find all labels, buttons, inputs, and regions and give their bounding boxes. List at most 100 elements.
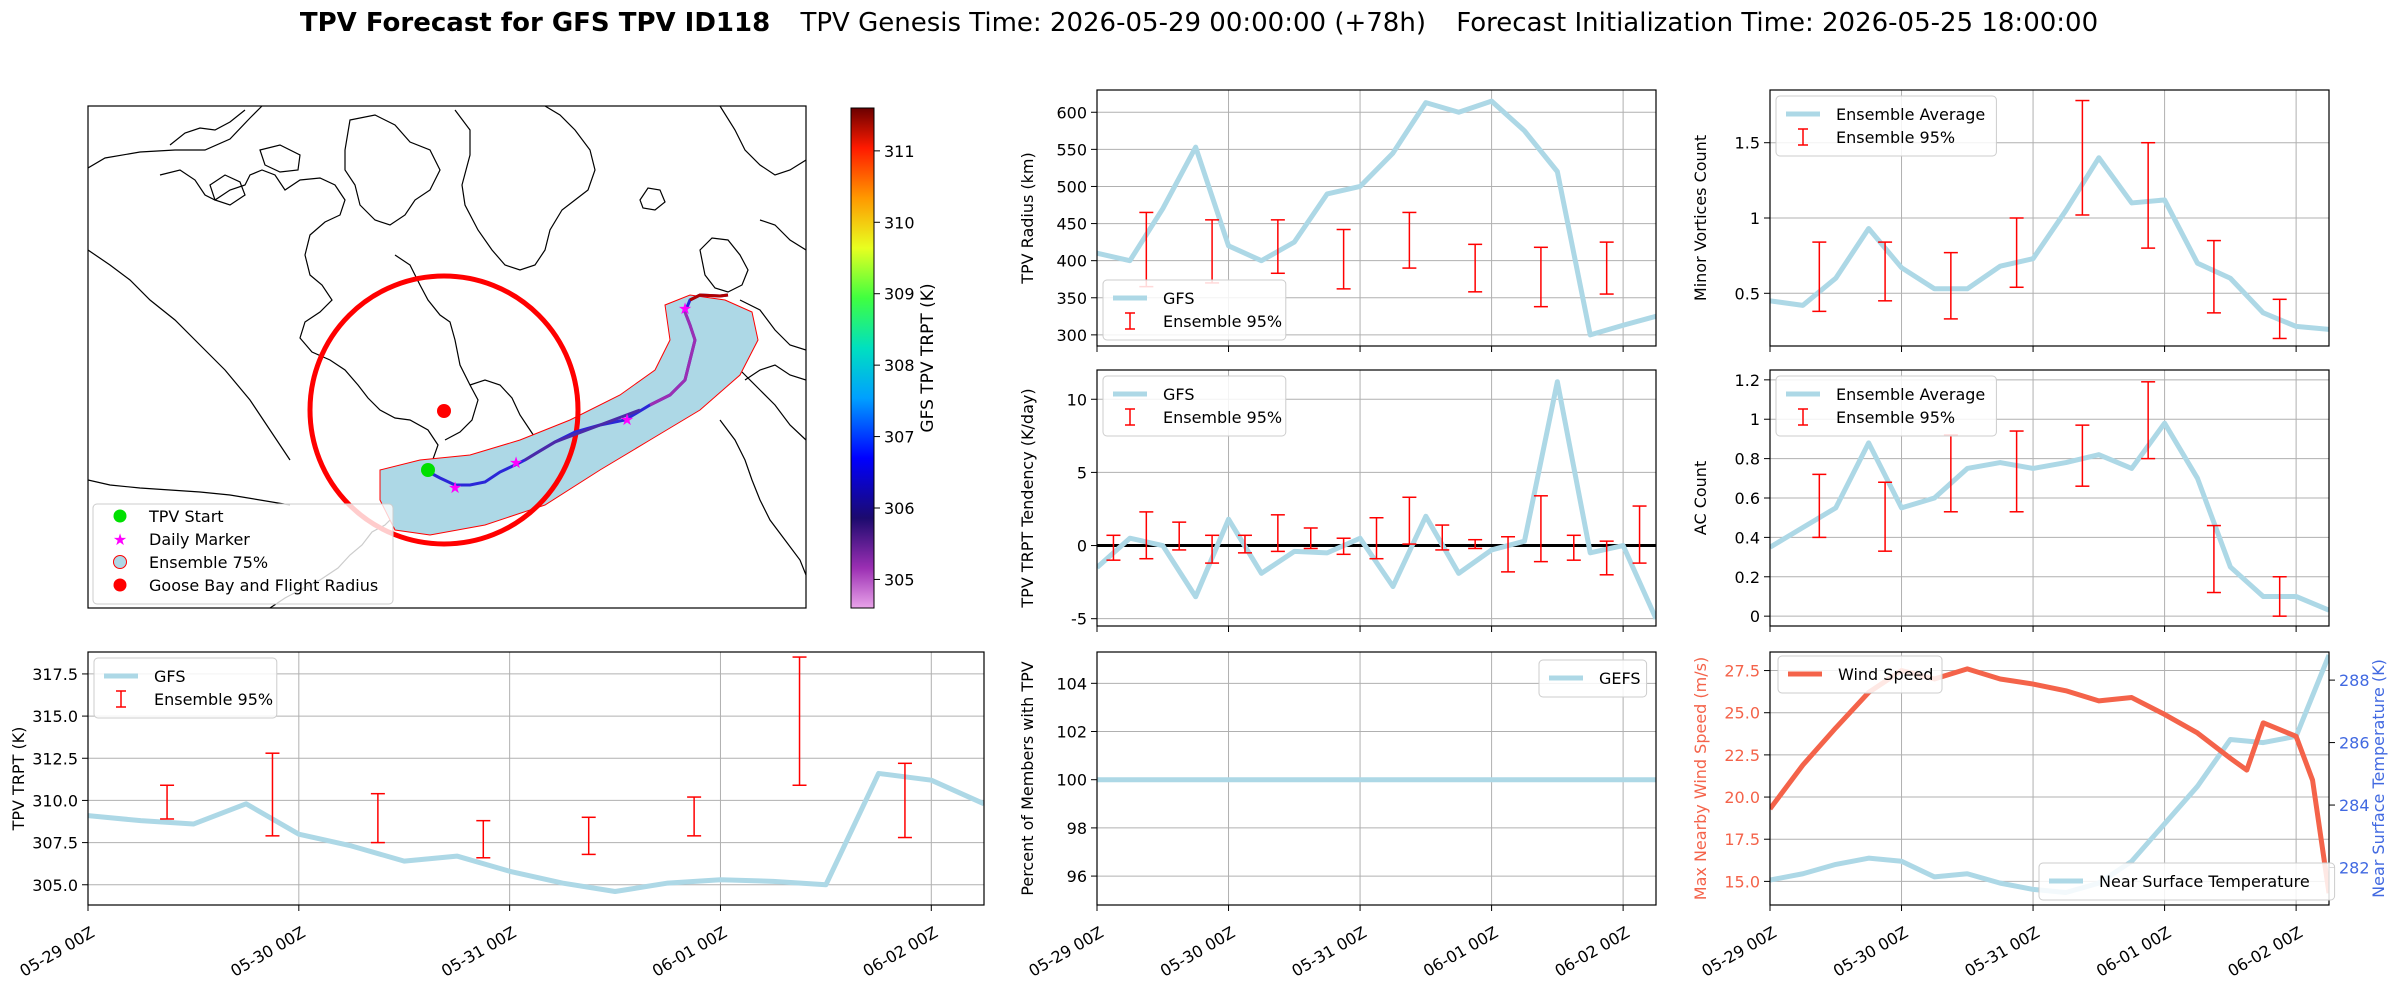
plot-frame <box>1769 89 2330 347</box>
legend-red-circle-icon <box>113 578 127 592</box>
legend-label: GEFS <box>1599 669 1641 688</box>
y-tick-label: 96 <box>1067 867 1087 886</box>
y-tick-label: 1 <box>1750 410 1760 429</box>
y-tick-label: 310.0 <box>32 791 78 810</box>
x-tick-label: 05-30 00Z <box>227 923 308 981</box>
panel-wind: 05-29 00Z 05-30 00Z 05-31 00Z 06-01 00Z 06-0… <box>1691 651 2388 981</box>
legend-label: Ensemble 95% <box>1163 408 1282 427</box>
y-tick-label: 20.0 <box>1724 788 1760 807</box>
y-tick-label: 10 <box>1067 390 1087 409</box>
colorbar-tick-label: 311 <box>884 142 915 161</box>
legend-box <box>1775 95 1997 157</box>
x-tick-label: 05-29 00Z <box>1025 923 1106 981</box>
y-tick-label: 100 <box>1056 771 1087 790</box>
series-main <box>1097 98 1656 338</box>
panel-minor: 0.5 1 1.5 Minor Vortices Count Ensemble Aver… <box>1691 89 2330 352</box>
legend-box <box>1777 655 1943 694</box>
y-tick-label: 0.4 <box>1735 528 1760 547</box>
legend-label: Ensemble Average <box>1836 385 1985 404</box>
y-axis-label: TPV Radius (km) <box>1018 152 1037 285</box>
legend-label: Ensemble 95% <box>1163 312 1282 331</box>
y-axis-label: Max Nearby Wind Speed (m/s) <box>1691 657 1710 900</box>
y-axis-label: AC Count <box>1691 461 1710 535</box>
legend-label: Ensemble Average <box>1836 105 1985 124</box>
y-tick-label: 0 <box>1750 607 1760 626</box>
legend-tendency: GFS Ensemble 95% <box>1102 375 1287 437</box>
legend-box <box>1102 279 1287 341</box>
panel-radius: 300 350 400 450 500 550 600 TPV Radius (km) GFS E… <box>1018 89 1657 352</box>
coast-greenland <box>454 106 596 271</box>
y-tick-label: 500 <box>1056 177 1087 196</box>
x-tick-label: 06-02 00Z <box>2224 923 2305 981</box>
legend-label: GFS <box>154 667 185 686</box>
y-tick-label: 550 <box>1056 140 1087 159</box>
daily-marker-4: ★ <box>678 299 692 318</box>
legend-box <box>93 657 278 719</box>
x-tick-label: 05-29 00Z <box>16 923 97 981</box>
series-main <box>1097 379 1656 620</box>
series-group <box>1770 99 2329 340</box>
border-canada-alaska <box>88 249 291 461</box>
series-group <box>1097 98 1656 338</box>
y-tick-label: 27.5 <box>1724 662 1760 681</box>
map-legend: TPV Start ★ Daily Marker Ensemble 75% Go… <box>92 503 394 605</box>
border-europe-2 <box>744 364 806 381</box>
y-tick-label: 98 <box>1067 819 1087 838</box>
x-tick-label: 05-30 00Z <box>1830 923 1911 981</box>
y-tick-label: 0.5 <box>1735 284 1760 303</box>
plot-frame <box>1096 89 1657 347</box>
goose-bay-marker <box>437 404 451 418</box>
y-axis-label: Minor Vortices Count <box>1691 135 1710 301</box>
x-tick-label: 06-01 00Z <box>1420 923 1501 981</box>
flight-radius-circle <box>307 273 581 547</box>
panel-trpt: 05-29 00Z 05-30 00Z 05-31 00Z 06-01 00Z 06-0… <box>9 651 985 981</box>
track-map: ★ ★ ★ ★ TPV Start ★ Daily Marker Ensembl… <box>87 105 807 609</box>
y-tick-label: 312.5 <box>32 749 78 768</box>
series-group <box>88 656 984 895</box>
y-tick-label: 400 <box>1056 252 1087 271</box>
legend-box <box>2038 862 2336 901</box>
colorbar-tick-label: 306 <box>884 499 915 518</box>
coast-iceland <box>639 187 666 211</box>
figure-title: TPV Forecast for GFS TPV ID118 TPV Genes… <box>300 8 2098 38</box>
legend-trpt: GFS Ensemble 95% <box>93 657 278 719</box>
x-tick-label: 06-02 00Z <box>1551 923 1632 981</box>
coast-island-1 <box>209 174 246 206</box>
y-tick-label: 350 <box>1056 289 1087 308</box>
colorbar-tick-label: 308 <box>884 356 915 375</box>
series-group <box>1097 379 1656 620</box>
init-time: Forecast Initialization Time: 2026-05-25… <box>1456 8 2098 38</box>
coast-hudson-east <box>394 254 479 441</box>
colorbar-tick-label: 307 <box>884 428 915 447</box>
colorbar-tick-label: 309 <box>884 285 915 304</box>
x-tick-label: 06-01 00Z <box>2093 923 2174 981</box>
y-right-tick-label: 284 <box>2339 796 2370 815</box>
legend-daily-marker: Daily Marker <box>149 530 250 549</box>
y-tick-label: 600 <box>1056 103 1087 122</box>
y-tick-label: 450 <box>1056 215 1087 234</box>
y-tick-label: 1.2 <box>1735 371 1760 390</box>
tpv-track <box>424 293 729 487</box>
plot-frame <box>1096 369 1657 627</box>
y-tick-label: 1.5 <box>1735 134 1760 153</box>
series-main <box>1770 420 2329 613</box>
y-axis-label: TPV TRPT Tendency (K/day) <box>1018 388 1037 608</box>
coast-europe-west <box>729 359 806 441</box>
x-tick-label: 05-31 00Z <box>1961 923 2042 981</box>
series-main <box>88 770 984 895</box>
coast-hudson <box>159 169 439 516</box>
panel-ac: 0 0.2 0.4 0.6 0.8 1 1.2 AC Count Ensemble Averag… <box>1691 369 2330 632</box>
coast-iberia-africa <box>719 419 806 576</box>
legend-box <box>1102 375 1287 437</box>
legend-label: GFS <box>1163 385 1194 404</box>
panel-tendency: -5 0 5 10 TPV TRPT Tendency (K/day) GFS Ensemb… <box>1018 369 1657 632</box>
coast-europe-north <box>739 299 806 351</box>
y-right-tick-label: 282 <box>2339 859 2370 878</box>
colorbar-label: GFS TPV TRPT (K) <box>918 283 938 432</box>
daily-marker-2: ★ <box>509 453 523 472</box>
y-tick-label: 102 <box>1056 723 1087 742</box>
border-us-canada <box>88 479 291 506</box>
coast-island-2 <box>259 144 301 173</box>
coast-arctic-1 <box>88 106 263 169</box>
legend-temperature: Near Surface Temperature <box>2038 862 2336 901</box>
